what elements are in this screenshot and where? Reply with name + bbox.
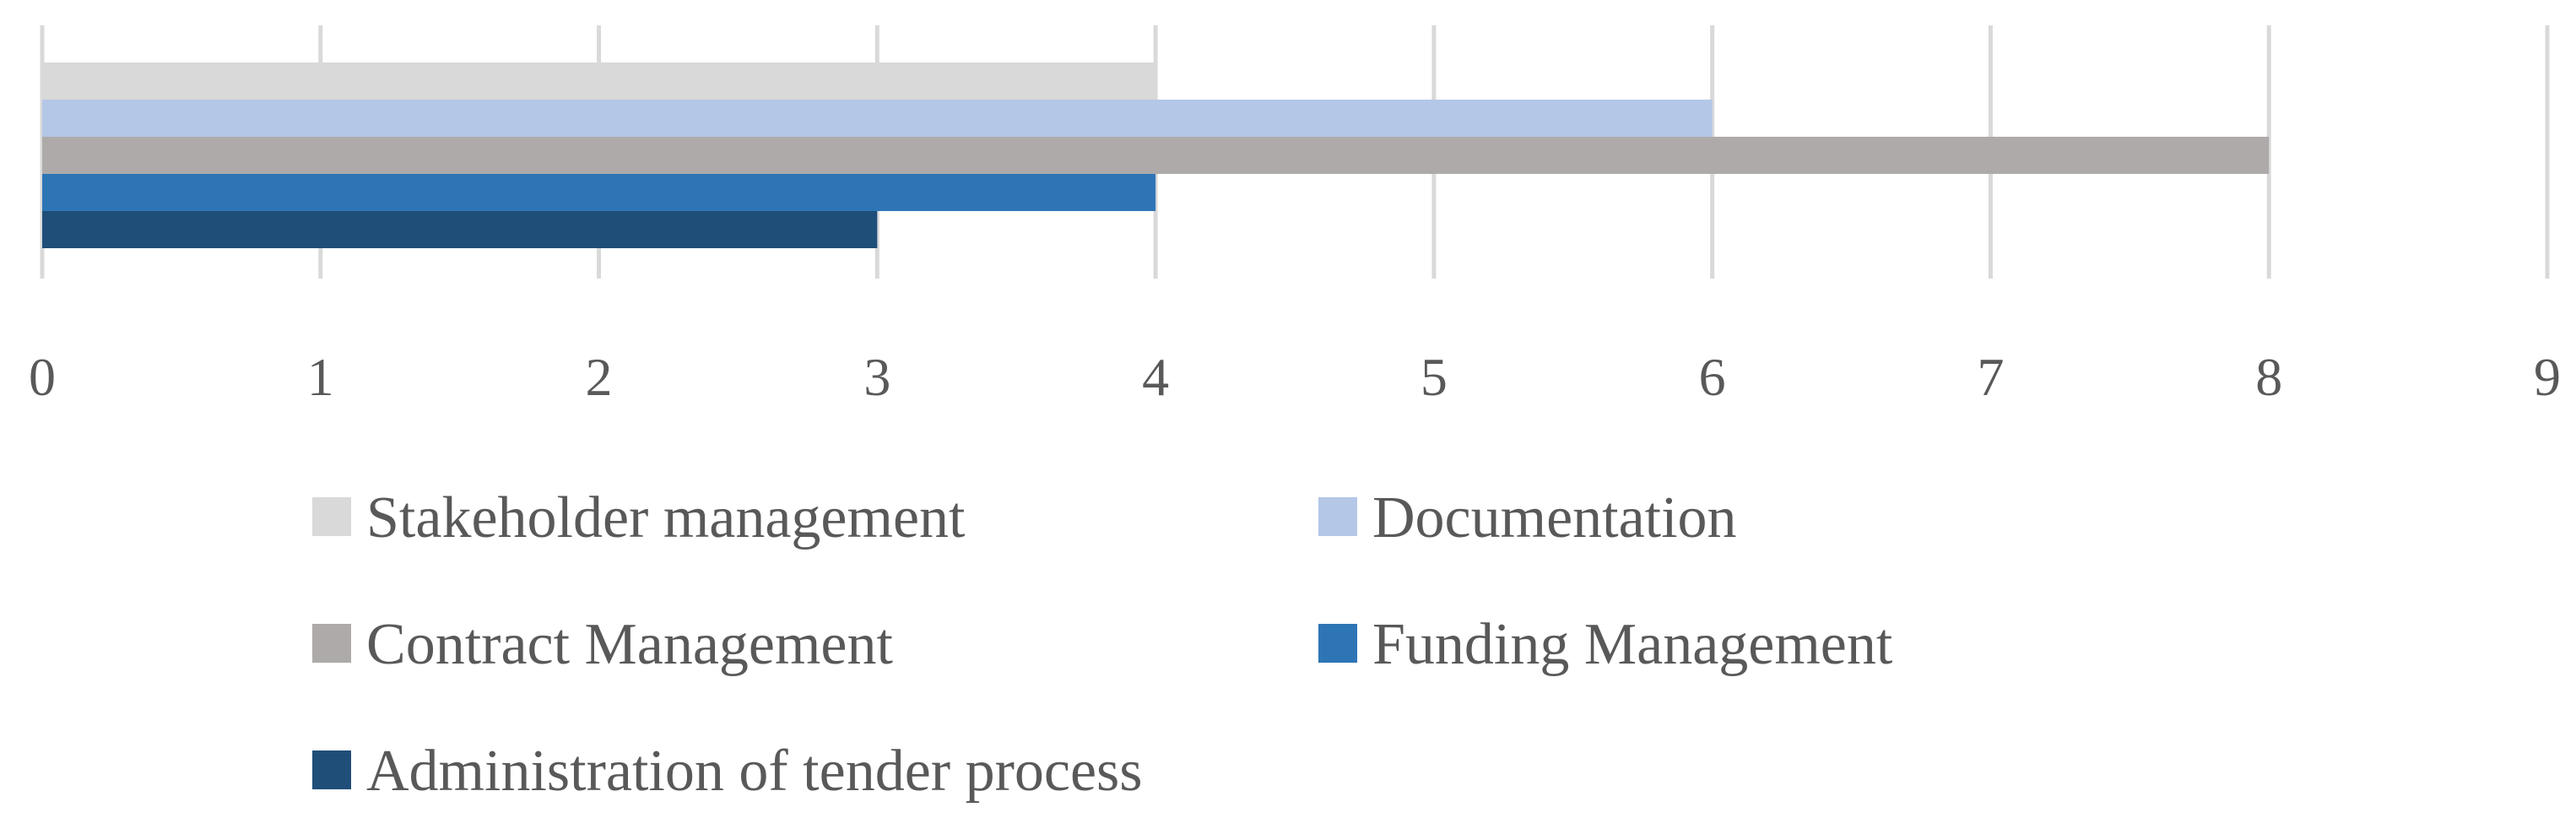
- legend-label-documentation: Documentation: [1372, 485, 1737, 550]
- x-tick-label-2: 2: [586, 347, 613, 407]
- x-tick-label-6: 6: [1699, 347, 1726, 407]
- x-tick-label-9: 9: [2534, 347, 2561, 407]
- legend-swatch-funding-management: [1318, 624, 1357, 663]
- bar-documentation: [42, 100, 1713, 137]
- bar-funding-management: [42, 174, 1156, 211]
- legend-item-stakeholder-management: Stakeholder management: [312, 485, 966, 550]
- x-tick-label-4: 4: [1142, 347, 1169, 407]
- legend-label-contract-management: Contract Management: [366, 612, 894, 677]
- legend-item-funding-management: Funding Management: [1318, 612, 1893, 677]
- bars: [42, 62, 2270, 248]
- bar-administration-of-tender-process: [42, 211, 878, 248]
- x-tick-label-5: 5: [1421, 347, 1448, 407]
- bar-stakeholder-management: [42, 62, 1156, 100]
- legend-label-administration-of-tender-process: Administration of tender process: [366, 739, 1143, 804]
- legend-item-documentation: Documentation: [1318, 485, 1737, 550]
- legend-label-funding-management: Funding Management: [1372, 612, 1893, 677]
- legend-swatch-contract-management: [312, 624, 351, 663]
- legend: Stakeholder management Documentation Contr…: [312, 485, 1893, 804]
- x-axis-tick-labels: 0 1 2 3 4 5 6 7 8 9: [29, 347, 2561, 407]
- legend-item-administration-of-tender-process: Administration of tender process: [312, 739, 1143, 804]
- x-tick-label-1: 1: [307, 347, 334, 407]
- x-tick-label-8: 8: [2255, 347, 2282, 407]
- x-tick-label-3: 3: [863, 347, 890, 407]
- legend-swatch-stakeholder-management: [312, 497, 351, 536]
- x-tick-label-0: 0: [29, 347, 56, 407]
- bar-contract-management: [42, 137, 2270, 174]
- legend-swatch-administration-of-tender-process: [312, 750, 351, 789]
- x-tick-label-7: 7: [1977, 347, 2004, 407]
- legend-item-contract-management: Contract Management: [312, 612, 894, 677]
- legend-swatch-documentation: [1318, 497, 1357, 536]
- legend-label-stakeholder-management: Stakeholder management: [366, 485, 966, 550]
